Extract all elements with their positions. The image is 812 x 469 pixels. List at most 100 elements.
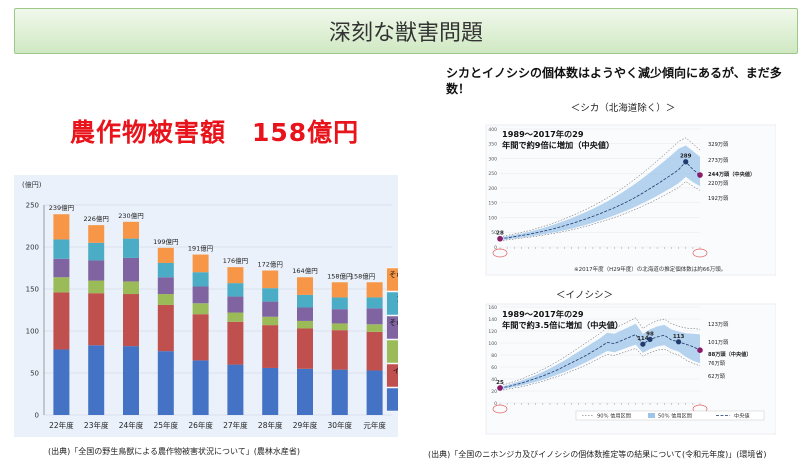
- deer-end-year-marker: [692, 248, 708, 258]
- deer-upper-90-line: [499, 137, 701, 237]
- boar-y-tick-label: 160: [488, 305, 497, 311]
- y-tick-label: 0: [35, 412, 39, 420]
- bar-total-label: 239億円: [49, 203, 74, 212]
- bar-total-label: 164億円: [292, 266, 317, 275]
- x-tick-label: 22年度: [49, 420, 74, 430]
- legend-box: [386, 387, 398, 412]
- bar-segment: [297, 294, 313, 308]
- boar-end-label: 62万頭: [708, 373, 726, 380]
- bar-segment: [88, 225, 105, 243]
- boar-chart-title: ＜イノシシ＞: [556, 290, 613, 301]
- deer-y-tick-label: 300: [488, 156, 497, 162]
- x-tick-label: 26年度: [188, 420, 213, 430]
- bar-segment: [262, 288, 279, 302]
- bar-total-label: 176億円: [223, 256, 248, 265]
- x-tick-label: 28年度: [258, 420, 283, 430]
- boar-end-label: 123万頭: [708, 321, 729, 328]
- bar-total-label: 172億円: [257, 260, 282, 269]
- boar-highlight-point: [675, 339, 682, 345]
- right-source-note: (出典)「全国のニホンジカ及びイノシシの個体数推定等の結果について(令和元年度)…: [428, 450, 767, 459]
- bar-segment: [88, 293, 105, 346]
- deer-footnote: ※2017年度（H29年度）の北海道の推定個体数は約66万頭。: [574, 265, 726, 273]
- bar-segment: [157, 247, 174, 263]
- legend-box: [386, 291, 398, 316]
- deer-start-year-marker: [492, 248, 508, 258]
- boar-point-label: 98: [646, 331, 654, 337]
- bar-segment: [53, 258, 70, 278]
- deer-chart-title: ＜シカ（北海道除く）＞: [571, 102, 676, 114]
- deer-highlight-point: [683, 159, 689, 165]
- deer-start-point: [497, 235, 503, 242]
- y-tick-label: 100: [26, 328, 39, 336]
- bar-segment: [262, 367, 279, 415]
- deer-end-label: 329万頭: [708, 141, 729, 148]
- left-source-note: (出典)「全国の野生鳥獣による農作物被害状況について」(農林水産省): [48, 447, 301, 456]
- deer-end-label: 220万頭: [708, 180, 729, 187]
- boar-legend-box: [575, 410, 765, 421]
- bar-segment: [88, 260, 105, 281]
- bar-segment: [88, 345, 105, 415]
- bar-segment: [227, 283, 244, 297]
- x-tick-label: 30年度: [328, 420, 353, 430]
- deer-end-point: [697, 172, 703, 178]
- bar-segment: [227, 296, 244, 313]
- deer-end-label: 244万頭（中央値）: [708, 170, 755, 178]
- deer-credible-band-50: [500, 145, 700, 241]
- bar-segment: [366, 282, 383, 298]
- legend-box: [386, 339, 398, 364]
- bar-total-label: 158億円: [327, 271, 352, 280]
- slide-title: 深刻な獣害問題: [14, 8, 798, 54]
- bar-segment: [227, 364, 244, 415]
- boar-median-line: [499, 334, 701, 389]
- y-tick-label: 250: [26, 202, 39, 210]
- bar-segment: [262, 325, 279, 368]
- legend-series-name: その他獣類: [389, 317, 398, 327]
- legend-box: [386, 267, 398, 292]
- y-tick-label: 200: [26, 244, 39, 252]
- bar-segment: [53, 239, 70, 259]
- bar-segment: [123, 221, 139, 239]
- bar-segment: [366, 297, 383, 309]
- deer-point-label: 289: [680, 154, 692, 160]
- bar-segment: [192, 286, 209, 304]
- boar-y-tick-label: 80: [491, 353, 497, 359]
- deer-y-tick-label: 0: [494, 245, 497, 251]
- bar-segment: [262, 316, 279, 326]
- population-charts: ＜シカ（北海道除く）＞ 0 50 100 150 200 250 300 350 400 28 289…: [478, 99, 776, 443]
- bar-segment: [123, 281, 139, 295]
- bar-segment: [331, 330, 348, 370]
- boar-y-tick-label: 60: [491, 365, 497, 371]
- boar-y-tick-label: 20: [491, 389, 497, 395]
- boar-point-label: 114: [637, 336, 649, 342]
- boar-callout-line1: 1989～2017年の29: [502, 309, 584, 319]
- x-tick-label: 25年度: [154, 420, 179, 430]
- bar-segment: [366, 308, 383, 325]
- bar-segment: [192, 254, 209, 273]
- x-tick-label: 23年度: [84, 420, 109, 430]
- deer-lower-90-line: [499, 181, 701, 241]
- bar-segment: [297, 307, 313, 321]
- deer-end-label: 192万頭: [708, 195, 729, 202]
- deer-y-tick-label: 200: [488, 186, 497, 192]
- legend-series-name: その他鳥類: [389, 269, 398, 279]
- boar-y-tick-label: 140: [488, 317, 497, 323]
- boar-end-point: [697, 347, 703, 353]
- boar-end-label: 76万頭: [708, 360, 726, 367]
- bar-segment: [262, 301, 279, 317]
- bar-segment: [192, 272, 209, 287]
- boar-start-point: [497, 385, 503, 391]
- bar-segment: [123, 294, 139, 347]
- legend-box: [386, 315, 398, 340]
- bar-segment: [157, 304, 174, 352]
- deer-median-line: [499, 161, 701, 240]
- bar-segment: [192, 360, 209, 415]
- legend-90-label: 90% 信用区間: [597, 412, 631, 420]
- bar-segment: [297, 368, 313, 415]
- bar-segment: [331, 369, 348, 415]
- deer-end-label: 273万頭: [708, 157, 729, 164]
- deer-y-tick-label: 350: [488, 142, 497, 148]
- legend-50-label: 50% 信用区間: [658, 412, 692, 420]
- bar-total-label: 230億円: [118, 211, 143, 220]
- bar-total-label: 158億円: [350, 271, 375, 280]
- boar-y-tick-label: 100: [488, 341, 497, 347]
